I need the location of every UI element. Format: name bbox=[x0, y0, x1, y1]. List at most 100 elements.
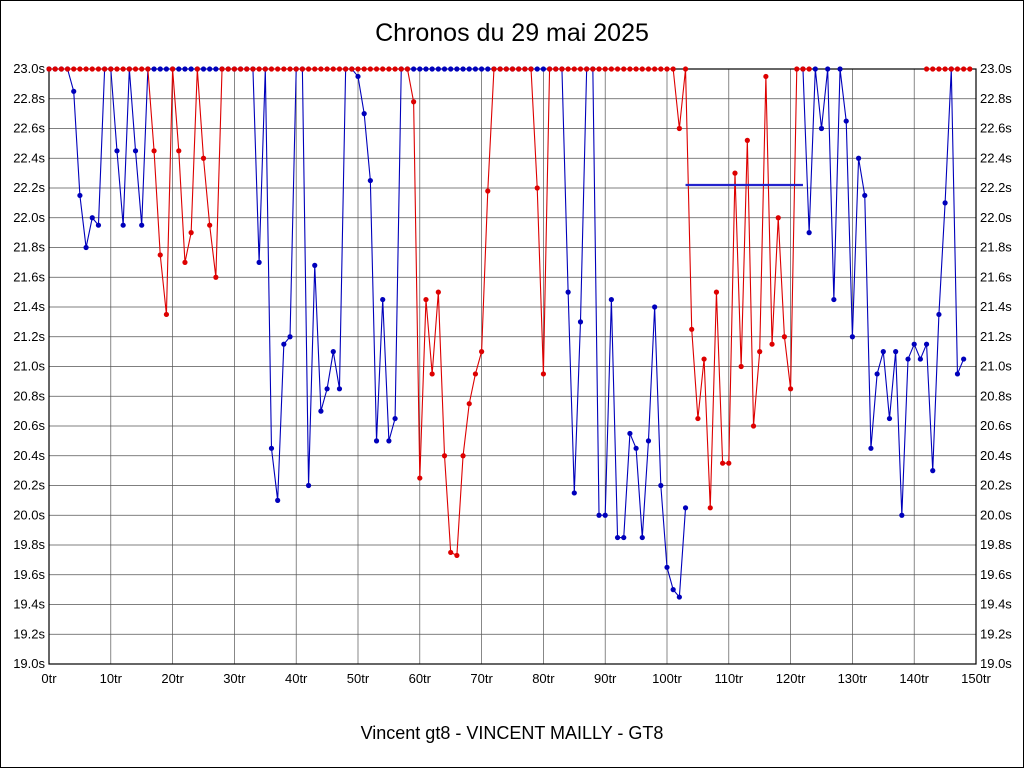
y-axis-label-left: 21.0s bbox=[13, 359, 45, 374]
x-axis-label: 110tr bbox=[714, 671, 743, 686]
red-driver-laps-point bbox=[942, 66, 948, 72]
red-driver-laps-point bbox=[386, 66, 392, 72]
blue-driver-laps-point bbox=[565, 289, 571, 295]
red-driver-laps-point bbox=[83, 66, 89, 72]
blue-driver-laps-point bbox=[423, 66, 429, 72]
blue-driver-laps-point bbox=[207, 66, 213, 72]
red-driver-laps-point bbox=[256, 66, 262, 72]
red-driver-laps-point bbox=[491, 66, 497, 72]
y-axis-label-right: 19.6s bbox=[980, 567, 1012, 582]
red-driver-laps-point bbox=[108, 66, 114, 72]
red-driver-laps-point bbox=[305, 66, 312, 72]
y-axis-label-left: 22.4s bbox=[13, 150, 45, 165]
blue-driver-laps-point bbox=[268, 445, 275, 451]
x-axis-label: 90tr bbox=[594, 671, 617, 686]
red-driver-laps-point bbox=[417, 475, 423, 481]
red-driver-laps-point bbox=[287, 66, 293, 72]
red-driver-laps-point bbox=[695, 415, 701, 422]
blue-driver-laps-point bbox=[429, 66, 435, 72]
red-driver-laps-point bbox=[596, 66, 602, 72]
blue-driver-laps-point bbox=[163, 66, 170, 72]
red-driver-laps-point bbox=[237, 66, 244, 72]
blue-driver-laps-point bbox=[392, 415, 398, 422]
blue-driver-laps-point bbox=[930, 468, 936, 474]
x-axis-label: 0tr bbox=[41, 671, 57, 686]
red-driver-laps-point bbox=[466, 401, 472, 407]
red-driver-laps-point bbox=[318, 66, 324, 72]
red-driver-laps-point bbox=[546, 66, 553, 72]
red-driver-laps-point bbox=[52, 66, 58, 72]
red-driver-laps-point bbox=[584, 66, 590, 72]
red-driver-laps-point bbox=[967, 66, 973, 72]
red-driver-laps-point bbox=[64, 66, 71, 72]
red-driver-laps-point bbox=[738, 363, 744, 370]
blue-driver-laps-point bbox=[324, 386, 330, 392]
x-axis-label: 140tr bbox=[899, 671, 929, 686]
red-driver-laps-point bbox=[163, 311, 170, 318]
red-driver-laps-point bbox=[794, 66, 800, 72]
blue-driver-laps-point bbox=[602, 512, 608, 518]
red-driver-laps-point bbox=[126, 66, 132, 72]
y-axis-label-left: 21.4s bbox=[13, 299, 45, 314]
red-driver-laps-point bbox=[485, 188, 491, 194]
red-driver-laps-point bbox=[614, 66, 621, 72]
blue-driver-laps-point bbox=[621, 534, 627, 541]
x-axis-label: 30tr bbox=[223, 671, 246, 686]
red-driver-laps-point bbox=[534, 185, 540, 191]
y-axis-label-right: 20.8s bbox=[980, 388, 1012, 403]
blue-driver-laps-point bbox=[441, 66, 448, 72]
red-driver-laps-point bbox=[479, 349, 485, 355]
y-axis-label-left: 20.2s bbox=[13, 478, 45, 493]
red-driver-laps-point bbox=[553, 66, 559, 72]
red-driver-laps-point bbox=[961, 66, 967, 72]
red-driver-laps-point bbox=[207, 222, 213, 228]
blue-driver-laps-point bbox=[355, 73, 361, 80]
red-driver-laps-point bbox=[231, 66, 237, 72]
blue-driver-laps-point bbox=[71, 88, 77, 94]
red-driver-laps-point bbox=[77, 66, 83, 72]
red-driver-laps-point bbox=[275, 66, 281, 72]
blue-driver-laps-point bbox=[676, 594, 682, 600]
blue-driver-laps-point bbox=[367, 177, 373, 184]
blue-driver-laps-line bbox=[49, 68, 687, 599]
blue-driver-laps-point bbox=[893, 349, 899, 355]
x-axis-label: 70tr bbox=[470, 671, 493, 686]
y-axis-label-right: 23.0s bbox=[980, 61, 1012, 76]
blue-driver-laps-point bbox=[281, 341, 287, 347]
red-driver-laps-point bbox=[380, 66, 386, 72]
blue-driver-laps-point bbox=[843, 118, 849, 124]
blue-driver-laps-point bbox=[899, 512, 905, 518]
red-driver-laps-point bbox=[590, 66, 596, 72]
red-driver-laps-point bbox=[244, 66, 250, 72]
blue-driver-laps-point bbox=[911, 341, 917, 347]
chart-caption: Vincent gt8 - VINCENT MAILLY - GT8 bbox=[360, 723, 664, 743]
red-driver-laps-point bbox=[645, 66, 652, 72]
blue-driver-laps-point bbox=[664, 564, 670, 570]
blue-driver-laps-point bbox=[472, 66, 479, 72]
red-driver-laps-point bbox=[602, 66, 608, 72]
y-axis-label-left: 19.4s bbox=[13, 597, 45, 612]
red-driver-laps-point bbox=[336, 66, 343, 72]
blue-driver-laps-point bbox=[905, 356, 911, 362]
y-axis-label-right: 19.4s bbox=[980, 597, 1012, 612]
blue-driver-laps-point bbox=[120, 222, 126, 228]
red-driver-laps-point bbox=[652, 66, 658, 72]
x-axis-label: 150tr bbox=[961, 671, 991, 686]
red-driver-laps-point bbox=[621, 66, 627, 72]
blue-driver-laps-point bbox=[95, 222, 102, 228]
red-driver-laps-point bbox=[701, 356, 707, 362]
blue-driver-laps-point bbox=[139, 222, 145, 228]
red-driver-laps-point bbox=[689, 326, 695, 332]
blue-driver-laps-point bbox=[855, 155, 862, 161]
red-driver-laps-point bbox=[559, 66, 565, 72]
red-driver-laps-point bbox=[114, 66, 120, 72]
red-driver-laps-point bbox=[744, 137, 750, 143]
red-driver-laps-point bbox=[930, 66, 936, 72]
blue-driver-laps-point bbox=[614, 534, 621, 541]
blue-driver-laps-point bbox=[633, 445, 639, 451]
y-axis-label-right: 19.8s bbox=[980, 537, 1012, 552]
blue-driver-laps-point bbox=[534, 66, 540, 72]
blue-driver-laps-point bbox=[479, 66, 485, 72]
red-driver-laps-point bbox=[268, 66, 275, 72]
blue-driver-laps-point bbox=[868, 445, 874, 451]
